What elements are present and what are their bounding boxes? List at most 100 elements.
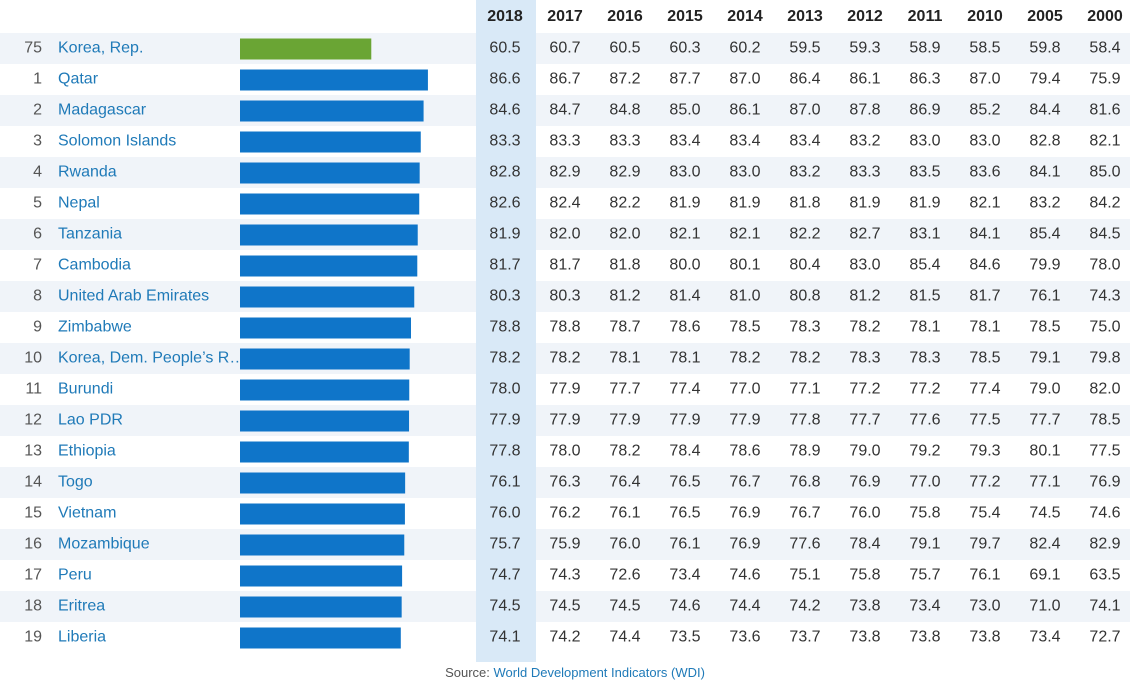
country-name[interactable]: Rwanda xyxy=(58,164,117,181)
bar xyxy=(240,627,401,649)
cell-value: 78.1 xyxy=(909,319,940,336)
cell-value: 83.0 xyxy=(849,257,880,274)
cell-value: 81.9 xyxy=(909,195,940,212)
cell-value: 83.2 xyxy=(849,133,880,150)
cell-value: 77.5 xyxy=(969,412,1000,429)
cell-value: 72.7 xyxy=(1089,629,1120,646)
country-name[interactable]: Togo xyxy=(58,474,93,491)
country-name[interactable]: Lao PDR xyxy=(58,412,123,429)
cell-value: 81.5 xyxy=(909,288,940,305)
bar xyxy=(240,441,409,463)
cell-value: 82.7 xyxy=(849,226,880,243)
cell-value: 78.4 xyxy=(849,536,880,553)
cell-value: 77.9 xyxy=(549,412,580,429)
cell-value: 87.0 xyxy=(969,71,1000,88)
column-header[interactable]: 2013 xyxy=(787,8,823,25)
cell-value: 78.9 xyxy=(789,443,820,460)
cell-value: 78.2 xyxy=(849,319,880,336)
cell-value: 82.0 xyxy=(549,226,580,243)
cell-value: 78.2 xyxy=(729,350,760,367)
cell-value: 76.1 xyxy=(1029,288,1060,305)
cell-value: 77.9 xyxy=(609,412,640,429)
country-name[interactable]: Liberia xyxy=(58,629,106,646)
bar xyxy=(240,348,410,370)
rank: 15 xyxy=(24,505,42,522)
cell-value: 81.8 xyxy=(789,195,820,212)
cell-value: 82.2 xyxy=(789,226,820,243)
column-header[interactable]: 2011 xyxy=(908,8,943,25)
cell-value: 80.3 xyxy=(549,288,580,305)
source-link[interactable]: World Development Indicators (WDI) xyxy=(494,665,705,680)
cell-value: 87.0 xyxy=(789,102,820,119)
country-name[interactable]: Burundi xyxy=(58,381,113,398)
cell-value: 76.0 xyxy=(609,536,640,553)
country-name[interactable]: Eritrea xyxy=(58,598,105,615)
cell-value: 76.1 xyxy=(969,567,1000,584)
cell-value: 78.2 xyxy=(549,350,580,367)
cell-value: 59.3 xyxy=(849,40,880,57)
cell-value: 84.1 xyxy=(969,226,1000,243)
row-background xyxy=(0,343,1130,374)
cell-value: 78.4 xyxy=(669,443,700,460)
cell-value: 76.9 xyxy=(1089,474,1120,491)
cell-value: 77.6 xyxy=(789,536,820,553)
country-name[interactable]: Tanzania xyxy=(58,226,122,243)
cell-value: 74.3 xyxy=(1089,288,1120,305)
cell-value: 60.5 xyxy=(489,40,520,57)
cell-value: 82.9 xyxy=(1089,536,1120,553)
cell-value: 76.3 xyxy=(549,474,580,491)
cell-value: 75.4 xyxy=(969,505,1000,522)
country-name[interactable]: Korea, Dem. People’s R… xyxy=(58,350,245,367)
column-header[interactable]: 2012 xyxy=(847,8,883,25)
cell-value: 60.7 xyxy=(549,40,580,57)
cell-value: 75.1 xyxy=(789,567,820,584)
column-header[interactable]: 2017 xyxy=(547,8,583,25)
cell-value: 60.5 xyxy=(609,40,640,57)
cell-value: 84.7 xyxy=(549,102,580,119)
cell-value: 76.7 xyxy=(789,505,820,522)
cell-value: 78.3 xyxy=(789,319,820,336)
cell-value: 81.7 xyxy=(549,257,580,274)
bar xyxy=(240,193,420,215)
country-name[interactable]: Vietnam xyxy=(58,505,116,522)
country-name[interactable]: Solomon Islands xyxy=(58,133,176,150)
cell-value: 84.6 xyxy=(489,102,520,119)
cell-value: 72.6 xyxy=(609,567,640,584)
country-name[interactable]: Peru xyxy=(58,567,92,584)
column-header[interactable]: 2016 xyxy=(607,8,643,25)
cell-value: 78.8 xyxy=(549,319,580,336)
cell-value: 78.3 xyxy=(849,350,880,367)
cell-value: 79.9 xyxy=(1029,257,1060,274)
column-header[interactable]: 2000 xyxy=(1087,8,1123,25)
country-name[interactable]: Cambodia xyxy=(58,257,131,274)
rank: 14 xyxy=(24,474,42,491)
column-header[interactable]: 2014 xyxy=(727,8,763,25)
cell-value: 81.9 xyxy=(489,226,520,243)
country-name[interactable]: Madagascar xyxy=(58,102,147,119)
cell-value: 77.9 xyxy=(669,412,700,429)
bar xyxy=(240,69,428,91)
rank: 9 xyxy=(33,319,42,336)
column-header[interactable]: 2018 xyxy=(487,8,523,25)
cell-value: 59.5 xyxy=(789,40,820,57)
country-name[interactable]: Ethiopia xyxy=(58,443,116,460)
country-name[interactable]: Qatar xyxy=(58,71,99,88)
column-header[interactable]: 2015 xyxy=(667,8,703,25)
cell-value: 75.8 xyxy=(849,567,880,584)
country-name[interactable]: Zimbabwe xyxy=(58,319,132,336)
cell-value: 83.1 xyxy=(909,226,940,243)
country-name[interactable]: United Arab Emirates xyxy=(58,288,209,305)
country-name[interactable]: Korea, Rep. xyxy=(58,40,143,57)
cell-value: 75.7 xyxy=(909,567,940,584)
column-header[interactable]: 2010 xyxy=(967,8,1003,25)
bar xyxy=(240,503,405,525)
cell-value: 77.1 xyxy=(1029,474,1060,491)
country-name[interactable]: Mozambique xyxy=(58,536,150,553)
cell-value: 84.5 xyxy=(1089,226,1120,243)
cell-value: 83.0 xyxy=(669,164,700,181)
column-header[interactable]: 2005 xyxy=(1027,8,1063,25)
country-name[interactable]: Nepal xyxy=(58,195,100,212)
cell-value: 81.9 xyxy=(669,195,700,212)
cell-value: 83.2 xyxy=(789,164,820,181)
cell-value: 77.1 xyxy=(789,381,820,398)
